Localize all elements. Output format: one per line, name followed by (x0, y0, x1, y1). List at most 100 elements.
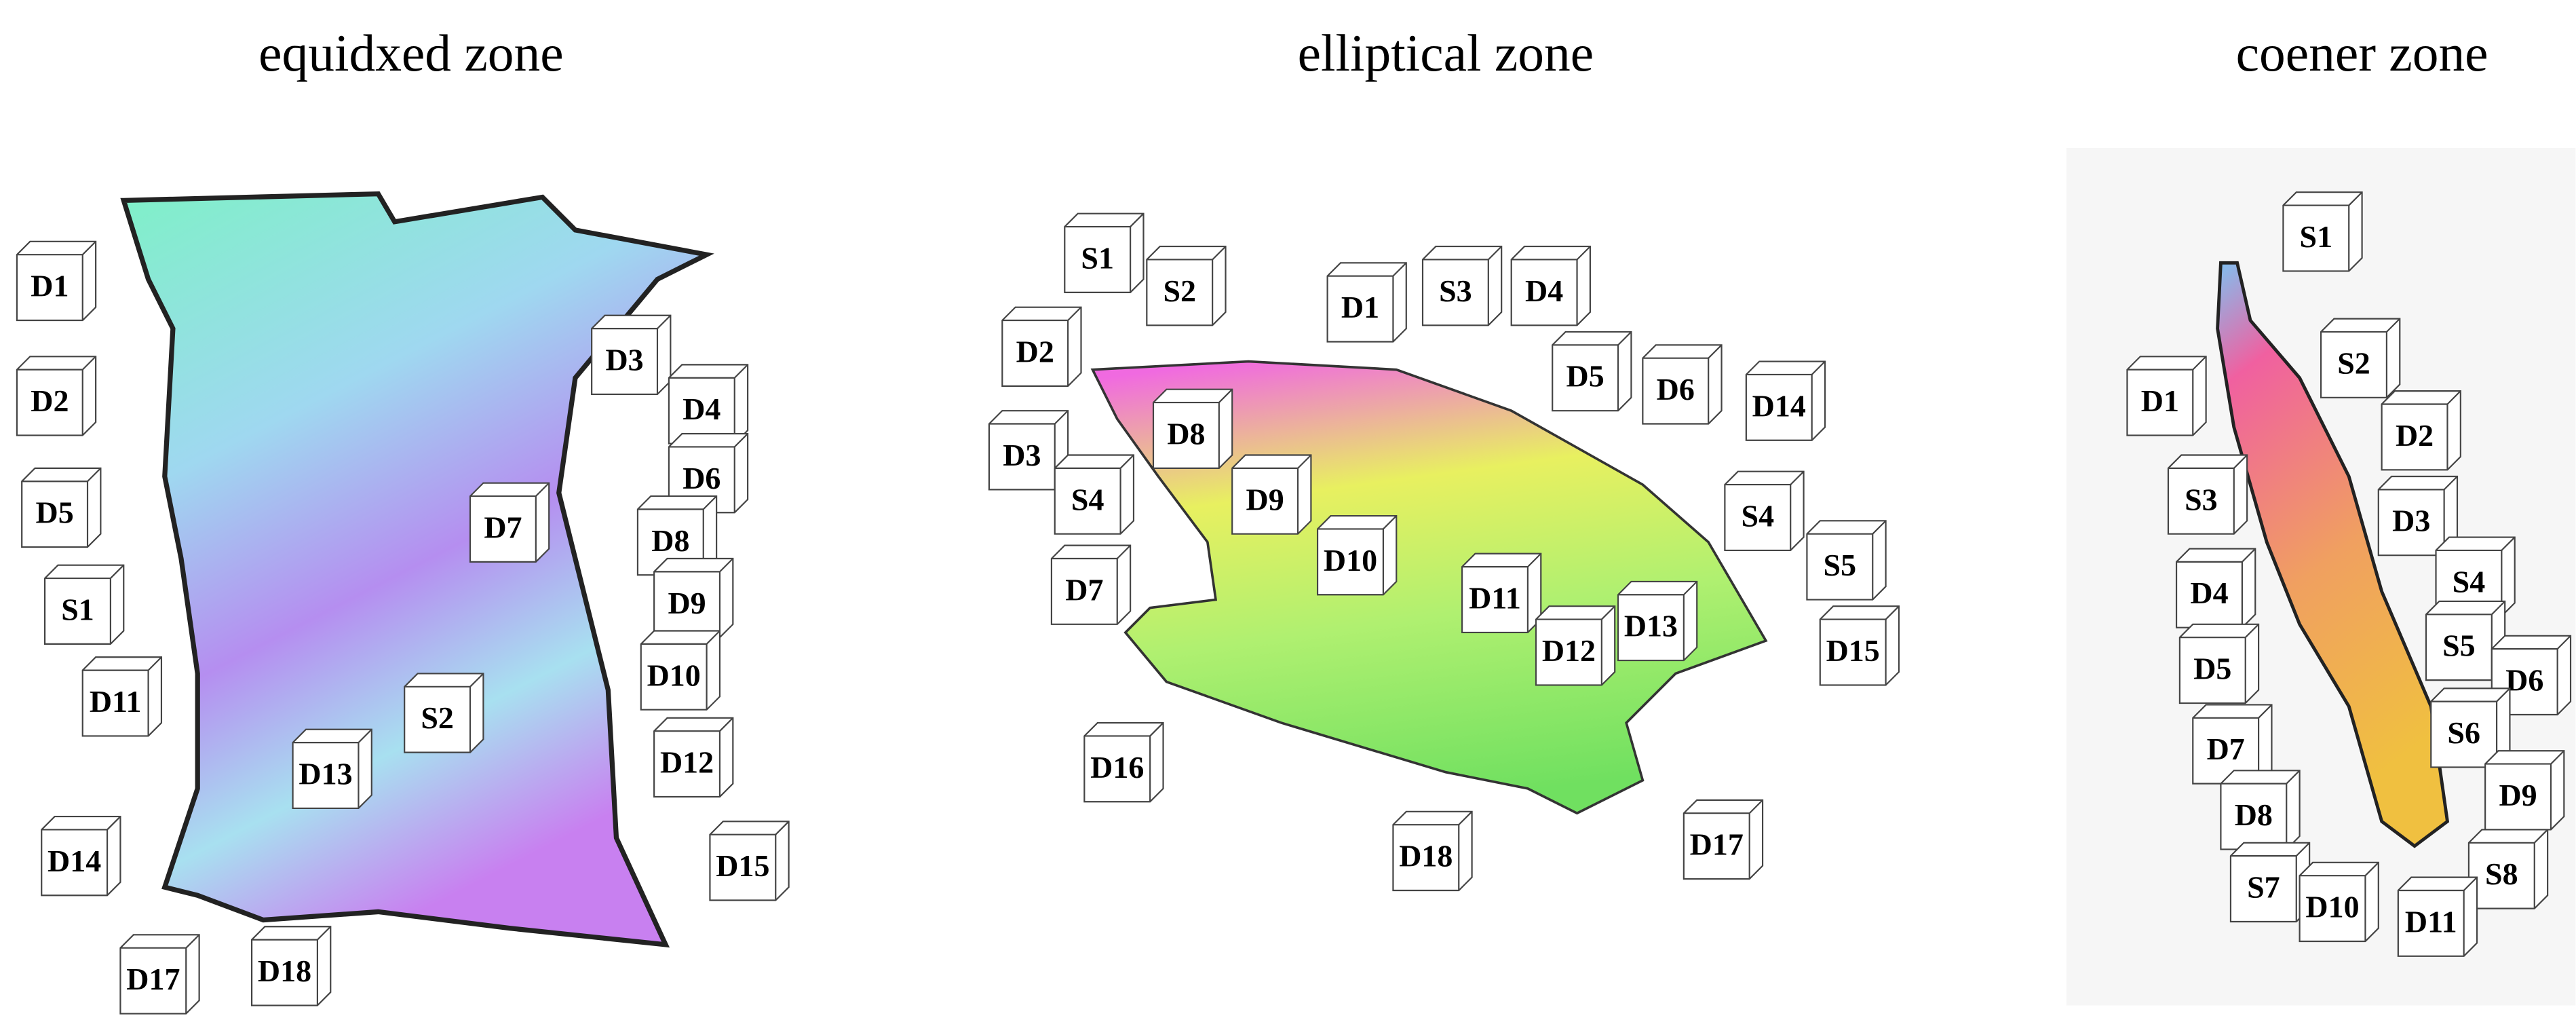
cube-edge (719, 558, 734, 573)
grain-label: S5 (1824, 548, 1857, 582)
cube-edge (81, 356, 96, 371)
panel-title: coener zone (2236, 24, 2488, 82)
grain-label: D5 (1566, 359, 1604, 394)
grain-label: D9 (1246, 482, 1284, 516)
cube-edge (2446, 390, 2461, 405)
grain-label: D1 (2141, 383, 2179, 418)
cube-edge (1527, 552, 1542, 567)
cube-edge (2386, 318, 2401, 333)
cube-edge (1708, 344, 1723, 359)
grain-label: S1 (61, 592, 94, 626)
grain-label: D12 (660, 745, 714, 780)
grain-label: S1 (1081, 240, 1114, 275)
grain-label: S2 (421, 700, 454, 735)
grain-label: D6 (2505, 663, 2543, 698)
cube-edge (110, 564, 125, 579)
cube-edge (1422, 259, 1489, 326)
grain-label: S3 (2185, 482, 2218, 516)
grain-label: D9 (668, 586, 706, 620)
cube-edge (2364, 862, 2379, 876)
cube-edge (2443, 476, 2458, 491)
cube-edge (1116, 544, 1131, 559)
grain-label: D6 (1657, 372, 1695, 407)
grain-map (120, 191, 714, 948)
grain-label: D12 (1542, 633, 1596, 668)
grain-label: D15 (716, 848, 769, 883)
cube-edge (1392, 262, 1407, 277)
cube-edge (469, 673, 484, 688)
grain-label: S7 (2247, 870, 2280, 905)
grain-label: D6 (683, 461, 720, 495)
cube-edge (2556, 635, 2571, 650)
cube-edge (317, 926, 332, 941)
labels: D1 D2 D5 S1 D11 D14 D17 D18 D13 S2 D7 D3 D4 D6 D8 D9 D10… (16, 191, 2572, 1015)
cube-edge (1576, 246, 1591, 261)
cube-edge (1119, 454, 1134, 469)
grain-label: D7 (1065, 572, 1103, 607)
grain-label: D2 (2396, 418, 2434, 453)
cube-edge (1488, 246, 1502, 261)
grain-label: S4 (1071, 482, 1104, 516)
cube-edge (2295, 842, 2310, 857)
grain-label: D3 (605, 343, 643, 377)
grain-label: D14 (47, 844, 101, 878)
cube-edge (1790, 470, 1805, 485)
cube-edge (1683, 581, 1698, 596)
grain-label: S8 (2485, 857, 2518, 891)
cube-edge (1746, 373, 1813, 440)
cube-edge (1218, 388, 1233, 403)
grain-label: S5 (2442, 628, 2476, 663)
cube-edge (1458, 811, 1473, 825)
grain-label: D8 (651, 523, 689, 558)
grain-label: S6 (2447, 715, 2480, 750)
grain-label: D14 (1752, 388, 1806, 423)
cube-edge (2258, 704, 2273, 719)
grain-label: D5 (36, 495, 74, 530)
cube-edge (1601, 605, 1615, 620)
cube-edge (1054, 410, 1069, 425)
grain-label: D17 (1690, 827, 1744, 862)
cube-edge (2242, 548, 2256, 563)
grain-label: D1 (1341, 290, 1379, 324)
grain-label: S2 (1163, 274, 1196, 308)
cube-edge (1462, 566, 1529, 633)
cube-edge (2283, 204, 2350, 271)
cube-edge (2533, 829, 2548, 844)
grain-label: D3 (2392, 504, 2430, 538)
cube-edge (1885, 605, 1900, 620)
grain-label: S2 (2337, 345, 2370, 380)
cube-edge (2348, 191, 2363, 206)
panel-title: equidxed zone (258, 24, 563, 82)
grain-label: D13 (299, 757, 352, 791)
cube-edge (2550, 750, 2565, 765)
cube-edge (1067, 306, 1082, 321)
cube-edge (185, 934, 200, 949)
grain-map (2216, 261, 2450, 848)
cube-edge (147, 656, 162, 671)
grain-label: S4 (1742, 498, 1775, 533)
cube-edge (535, 482, 550, 497)
grain-label: D10 (647, 658, 701, 692)
grain-label: D18 (258, 954, 311, 988)
grain-label: D2 (1016, 334, 1054, 369)
cube-edge (2233, 454, 2248, 469)
grain-label: D7 (2207, 732, 2245, 766)
cube-edge (358, 728, 372, 743)
cube-edge (1130, 212, 1145, 227)
cube-edge (2192, 356, 2207, 371)
cube-edge (1297, 454, 1312, 469)
cube-edge (2286, 770, 2301, 785)
cube-edge (1811, 360, 1826, 375)
cube-edge (2127, 369, 2194, 436)
grain-label: D4 (2190, 576, 2228, 610)
grain-label: D11 (1469, 580, 1521, 615)
cube-edge (2491, 601, 2505, 616)
grain-label: D13 (1624, 609, 1678, 643)
grain-label: D5 (2193, 652, 2231, 686)
cube-edge (2501, 536, 2516, 551)
cube-edge (1872, 520, 1887, 535)
cube-edge (668, 446, 735, 513)
cube-edge (2463, 876, 2478, 891)
grain-label: D9 (2499, 778, 2537, 812)
